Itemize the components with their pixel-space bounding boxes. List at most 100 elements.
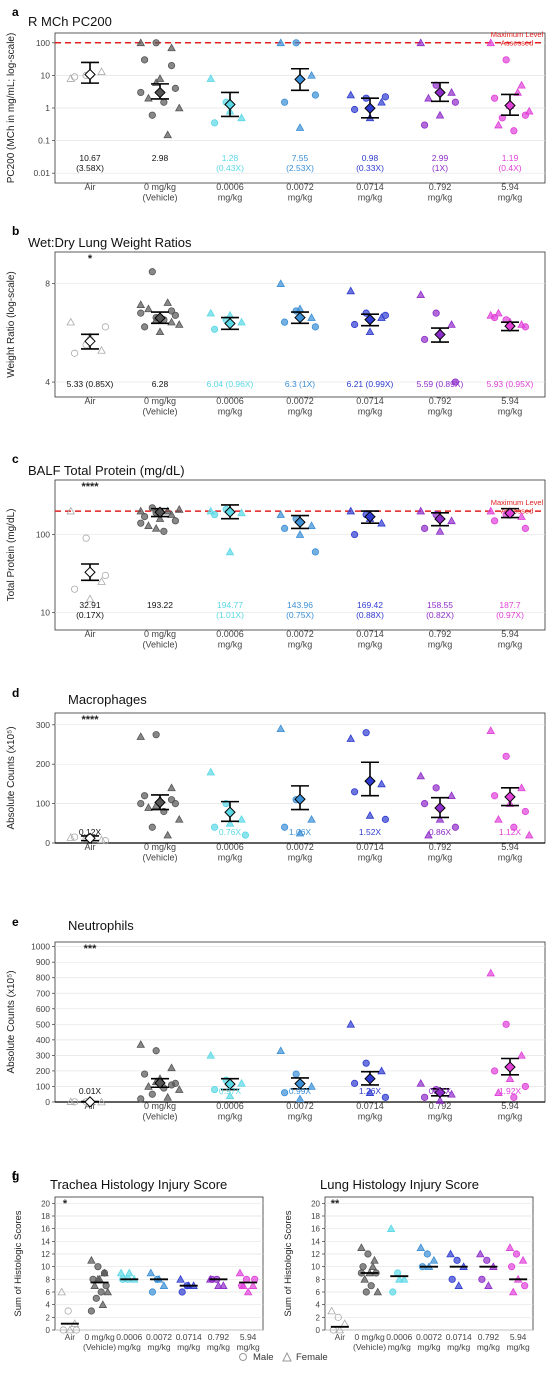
data-point-female — [435, 526, 445, 535]
x-tick-label: Air — [85, 842, 96, 852]
mean-marker — [224, 806, 236, 818]
label-line: 5.94 — [501, 842, 519, 852]
mean-marker — [504, 791, 516, 803]
legend-female-label: Female — [296, 1352, 328, 1363]
label-line: 0.0006 — [386, 1332, 412, 1342]
label-line: 0.0714 — [356, 396, 384, 406]
y-axis-label: Absolute Counts (x10⁵) — [6, 726, 17, 829]
data-point-male — [167, 307, 176, 315]
y-axis-label: Weight Ratio (log-scale) — [6, 271, 17, 378]
data-point-male — [362, 729, 370, 737]
data-point-female — [435, 814, 445, 823]
chart-title: Lung Histology Injury Score — [320, 1177, 479, 1192]
y-tick-label: 0 — [316, 1326, 321, 1335]
data-point-female — [370, 1255, 379, 1264]
x-tick-label: 0 mg/kg (Vehicle) — [142, 842, 177, 862]
data-point-female — [97, 577, 106, 585]
data-point-female — [98, 1300, 108, 1308]
data-point-male — [280, 1089, 289, 1097]
data-point-male — [423, 1250, 431, 1258]
label-line: 0.0714 — [356, 842, 384, 852]
label-line: 0.792 — [429, 182, 452, 192]
mean-marker — [504, 507, 516, 519]
data-point-male — [311, 91, 319, 99]
label-line: 0.792 — [429, 1101, 452, 1111]
data-point-male — [453, 1256, 461, 1264]
data-point-female — [307, 814, 316, 823]
data-point-male — [242, 1275, 251, 1283]
data-point-male — [292, 1070, 300, 1078]
label-line: mg/kg — [288, 192, 313, 202]
x-tick-label: 0.0072 mg/kg — [286, 842, 314, 862]
label-line: 0.0006 — [216, 182, 244, 192]
data-point-female — [486, 506, 496, 515]
data-point-female — [225, 818, 235, 827]
label-line: 169.42 — [357, 600, 383, 610]
data-point-male — [211, 511, 219, 519]
data-point-male — [490, 517, 499, 525]
mean-marker — [504, 1061, 516, 1073]
data-point-female — [373, 1287, 383, 1296]
data-point-male — [71, 73, 79, 81]
data-point-male — [280, 98, 289, 106]
y-tick-label: 4 — [46, 1301, 51, 1310]
value-annotation: 187.7 (0.97X) — [496, 600, 524, 620]
data-point-female — [237, 113, 246, 122]
y-tick-label: 10 — [41, 1263, 50, 1272]
y-tick-label: 2 — [316, 1313, 321, 1322]
value-annotation: 0.98 (0.33X) — [356, 153, 384, 173]
label-line: mg/kg — [118, 1342, 141, 1352]
data-point-male — [87, 1307, 96, 1315]
data-point-male — [148, 1090, 156, 1098]
label-line: 32.91 — [79, 600, 101, 610]
data-point-female — [144, 803, 153, 811]
mean-marker — [154, 86, 166, 99]
y-tick-label: 10 — [41, 608, 51, 618]
y-tick-label: 100 — [36, 799, 50, 809]
value-annotation: 6.3 (1X) — [285, 379, 315, 389]
x-tick-label: Air — [85, 629, 96, 639]
data-point-male — [72, 1326, 80, 1334]
label-line: mg/kg — [498, 1111, 523, 1121]
data-point-male — [420, 524, 429, 533]
label-line: 5.94 — [501, 629, 519, 639]
mean-marker — [84, 335, 96, 348]
data-point-male — [451, 378, 459, 386]
data-point-male — [137, 88, 145, 97]
significance-stars: * — [88, 253, 93, 265]
data-point-male — [211, 325, 219, 333]
mean-marker — [364, 102, 376, 114]
data-point-male — [381, 1093, 389, 1101]
x-tick-label: 0.0714 mg/kg — [356, 629, 384, 649]
data-point-male — [350, 1079, 359, 1087]
data-point-male — [100, 1269, 109, 1277]
plot-area — [54, 251, 546, 398]
y-tick-label: 1 — [45, 103, 50, 113]
label-line: 0 mg/kg — [144, 629, 176, 639]
value-annotation: 5.33 (0.85X) — [67, 379, 114, 389]
data-point-male — [280, 318, 289, 326]
value-annotation: 10.67 (3.58X) — [76, 153, 104, 173]
y-tick-label: 18 — [41, 1212, 50, 1221]
data-point-female — [377, 779, 386, 788]
data-point-female — [167, 783, 176, 792]
data-point-male — [311, 323, 319, 331]
plot-area — [54, 1196, 264, 1331]
data-point-female — [174, 504, 184, 513]
panel-letter: b — [12, 224, 19, 238]
chart-title: Macrophages — [68, 692, 147, 707]
x-tick-label: 0.0006 mg/kg — [386, 1332, 412, 1352]
data-point-male — [141, 792, 149, 800]
data-point-female — [167, 1063, 176, 1072]
value-annotation: 0.99X — [289, 1086, 312, 1096]
x-tick-label: 0.0072 mg/kg — [286, 396, 314, 416]
value-annotation: 1.06X — [289, 827, 312, 837]
data-point-female — [176, 1274, 185, 1283]
data-point-female — [214, 1281, 223, 1289]
data-point-female — [447, 88, 456, 96]
panel-letter: e — [12, 915, 19, 929]
data-point-male — [394, 1269, 402, 1277]
data-point-male — [82, 534, 90, 542]
value-annotation: 1.28 (0.43X) — [216, 153, 244, 173]
data-point-male — [160, 98, 168, 106]
